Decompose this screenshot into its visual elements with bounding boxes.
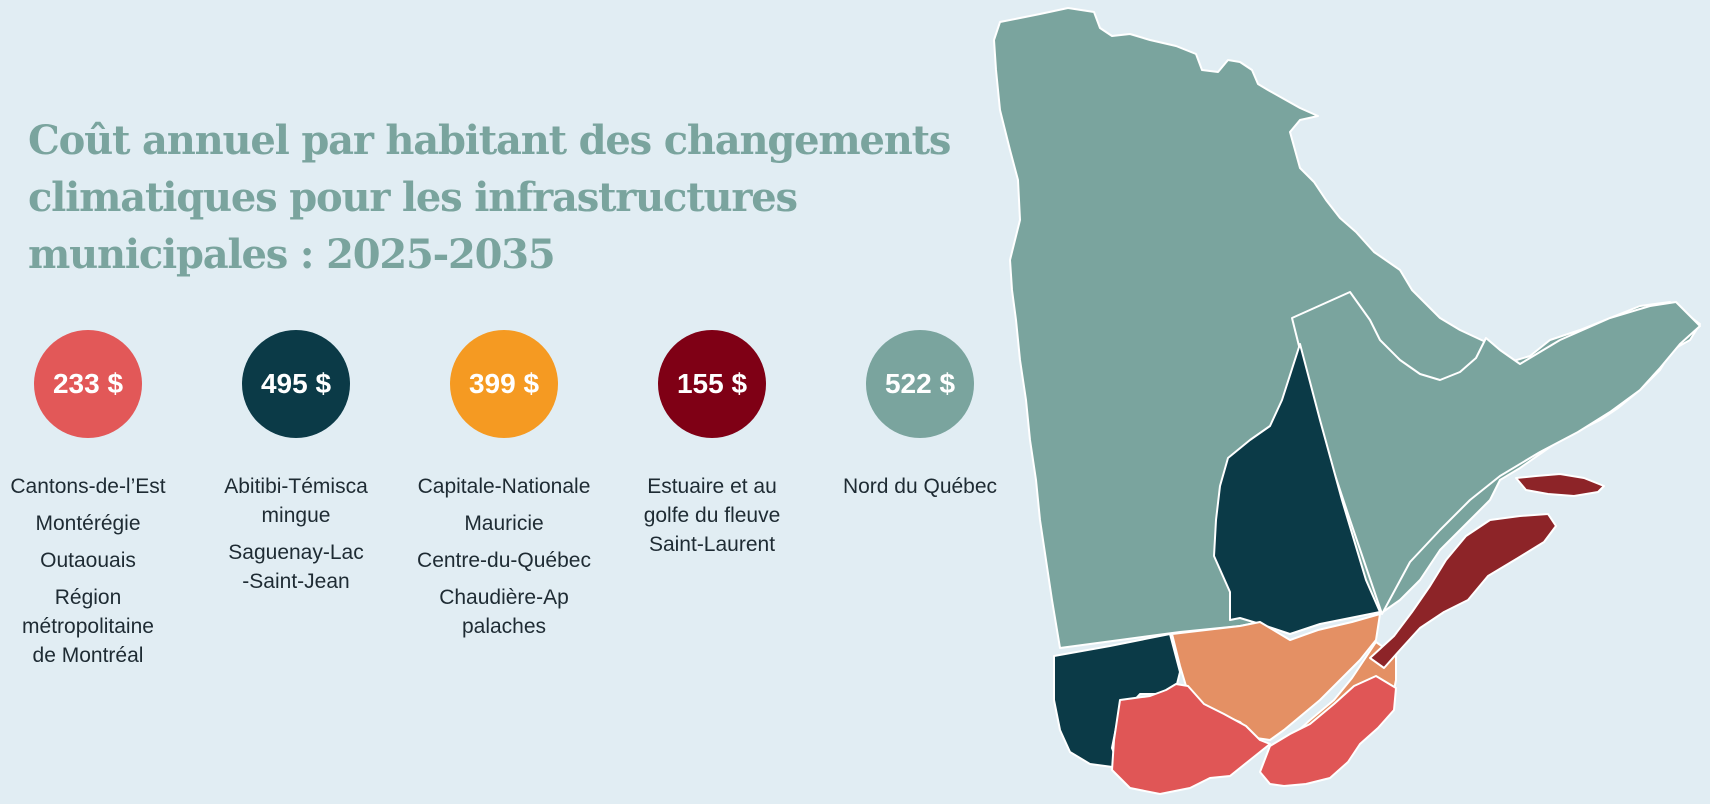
cost-badge-4: 155 $ xyxy=(658,330,766,438)
cost-group-2: 495 $ Abitibi-Témiscamingue Saguenay-Lac… xyxy=(196,330,396,604)
cost-badge-3: 399 $ xyxy=(450,330,558,438)
map-region-saguenay xyxy=(1213,343,1381,635)
title-line-1: Coût annuel par habitant des changements xyxy=(28,117,951,164)
region-label: Mauricie xyxy=(464,512,544,535)
page-title: Coût annuel par habitant des changements… xyxy=(28,112,968,283)
map-region-monteregie xyxy=(1111,683,1271,795)
map-region-gaspesie xyxy=(1369,513,1557,669)
region-label: Nord du Québec xyxy=(842,475,998,498)
cost-amount-5: 522 $ xyxy=(884,368,956,399)
map-region-cantons-est xyxy=(1259,675,1397,787)
cost-group-1: 233 $ Cantons-de-l’Est Montérégie Outaou… xyxy=(0,330,188,678)
region-list-3: Capitale-Nationale Mauricie Centre-du-Qu… xyxy=(404,472,604,641)
cost-amount-4: 155 $ xyxy=(676,368,748,399)
cost-group-4: 155 $ Estuaire et au golfe du fleuve Sai… xyxy=(612,330,812,567)
region-label: Chaudière-Appalaches xyxy=(439,586,569,638)
cost-amount-3: 399 $ xyxy=(468,368,540,399)
region-list-4: Estuaire et au golfe du fleuve Saint-Lau… xyxy=(612,472,812,559)
map-region-cote-nord xyxy=(1291,291,1701,615)
region-label: Région métropolitaine de Montréal xyxy=(22,586,154,667)
cost-amount-1: 233 $ xyxy=(52,368,124,399)
region-list-5: Nord du Québec xyxy=(820,472,1020,501)
cost-badge-5: 522 $ xyxy=(866,330,974,438)
region-label: Estuaire et au golfe du fleuve Saint-Lau… xyxy=(643,475,781,556)
map-region-anticosti xyxy=(1515,473,1605,497)
region-list-1: Cantons-de-l’Est Montérégie Outaouais Ré… xyxy=(0,472,188,670)
cost-group-3: 399 $ Capitale-Nationale Mauricie Centre… xyxy=(404,330,604,649)
region-label: Abitibi-Témiscamingue xyxy=(224,475,368,527)
region-list-2: Abitibi-Témiscamingue Saguenay-Lac-Saint… xyxy=(196,472,396,596)
cost-badge-1: 233 $ xyxy=(34,330,142,438)
title-line-3: municipales : 2025-2035 xyxy=(28,231,556,278)
region-label: Montérégie xyxy=(35,512,141,535)
region-label: Centre-du-Québec xyxy=(417,549,591,572)
cost-group-5: 522 $ Nord du Québec xyxy=(820,330,1020,509)
region-label: Cantons-de-l’Est xyxy=(10,475,166,498)
title-line-2: climatiques pour les infrastructures xyxy=(28,174,798,221)
region-label: Saguenay-Lac-Saint-Jean xyxy=(228,541,364,593)
cost-badge-2: 495 $ xyxy=(242,330,350,438)
cost-amount-2: 495 $ xyxy=(260,368,332,399)
region-label: Outaouais xyxy=(40,549,136,572)
region-label: Capitale-Nationale xyxy=(417,475,591,498)
